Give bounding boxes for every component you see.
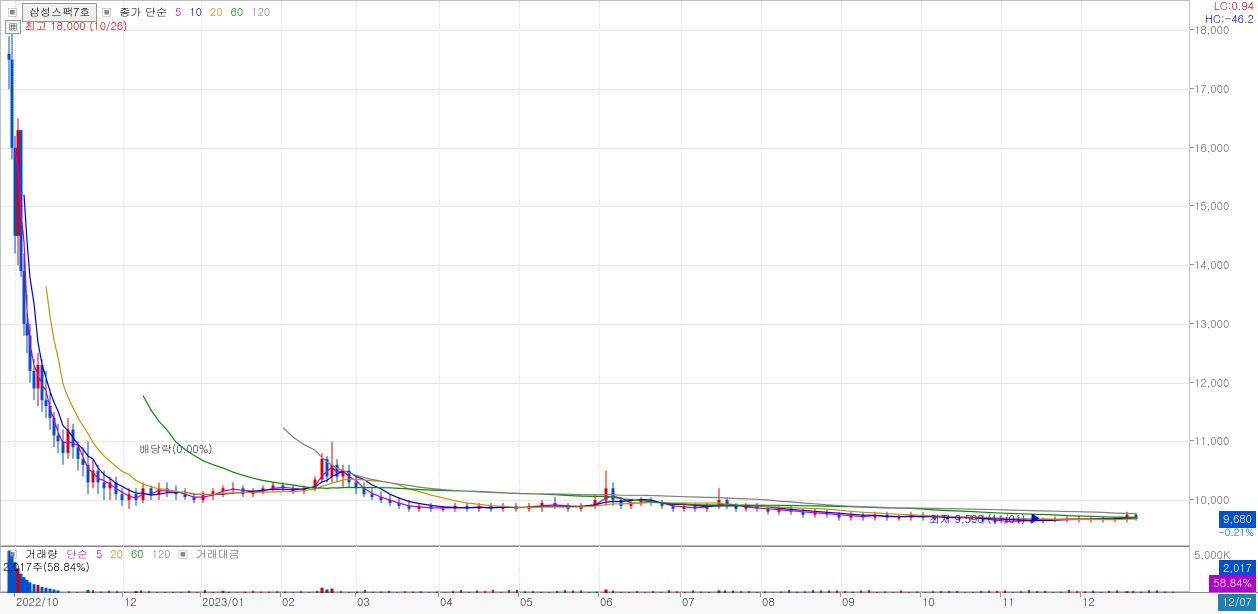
low-annotation-text: 최저 9,590 (11/01) [929,512,1025,527]
y-tick-label: 12,000 [1194,376,1229,391]
x-tick-label: 12 [1082,595,1095,610]
low-marker-icon: ▶ [1029,508,1042,527]
vol-ma5: 5 [93,547,105,562]
x-tick-label: 05 [520,595,533,610]
volume-summary: 2,017주(58.84%) [3,560,90,575]
vol-value-label: 거래대금 [193,547,243,562]
legend-close: 종가 단순 [116,5,170,20]
vol-ma120: 120 [149,547,174,562]
y-tick-label: 11,000 [1194,434,1229,449]
legend-ma60: 60 [228,5,247,20]
grid-icon[interactable]: ▦ [5,20,21,34]
chart-container: ▣ 삼성스팩7호 ▣ 종가 단순 5 10 20 60 120 ▦ 최고 18,… [0,0,1258,614]
legend-ma10: 10 [186,5,205,20]
y-tick-label: 17,000 [1194,82,1229,97]
y-tick-label: 14,000 [1194,258,1229,273]
chart-legend-header: ▣ 삼성스팩7호 ▣ 종가 단순 5 10 20 60 120 [5,3,273,22]
x-tick-label: 2023/01 [202,595,245,610]
volume-pct-tag: 58.84% [1209,575,1256,592]
y-tick-label: 15,000 [1194,199,1229,214]
vol-ma20: 20 [107,547,126,562]
x-tick-label: 02 [282,595,295,610]
x-tick-label: 03 [357,595,370,610]
low-annotation: 최저 9,590 (11/01) ▶ [929,508,1042,527]
volume-chart[interactable]: ▣ 거래량 단순 5 20 60 120 ▣ 거래대금 2,017주(58.84… [0,546,1190,592]
ticker-name[interactable]: 삼성스팩7호 [22,3,97,22]
x-tick-label: 09 [842,595,855,610]
y-tick-label: 16,000 [1194,141,1229,156]
y-axis: LC:0.94 HC:-46.2 18,00017,00016,00015,00… [1190,0,1258,546]
x-tick-label: 07 [682,595,695,610]
x-tick-label: 08 [762,595,775,610]
x-tick-label: 2022/10 [16,595,59,610]
x-tick-label: 10 [922,595,935,610]
y-tick-label: 13,000 [1194,317,1229,332]
price-chart[interactable]: ▣ 삼성스팩7호 ▣ 종가 단순 5 10 20 60 120 ▦ 최고 18,… [0,0,1190,546]
volume-y-axis: 5,000K 2,017 58.84% [1190,546,1258,592]
price-svg [1,1,1191,547]
hc-metric: HC:-46.2 [1205,13,1254,26]
settings-icon[interactable]: ▣ [99,5,114,20]
vol-ma60: 60 [128,547,147,562]
y-tick-label: 10,000 [1194,493,1229,508]
legend-ma5: 5 [172,5,184,20]
x-tick-label: 04 [440,595,453,610]
legend-ma20: 20 [207,5,226,20]
vol-settings-icon[interactable]: ▣ [176,547,191,562]
header-metrics: LC:0.94 HC:-46.2 [1205,0,1254,26]
current-pct: -0.21% [1218,525,1254,539]
x-tick-label: 12 [124,595,137,610]
dividend-annotation: 배당락(0.00%) [139,442,213,457]
legend-ma120: 120 [248,5,273,20]
x-axis: 2022/10 12 2023/01 02 03 04 05 06 07 08 09 10 11 12 1… [0,592,1258,614]
collapse-icon[interactable]: ▣ [5,5,20,20]
x-tick-label: 11 [1002,595,1015,610]
x-tick-label: 06 [600,595,613,610]
current-date-tag: 12/07 [1218,594,1256,611]
